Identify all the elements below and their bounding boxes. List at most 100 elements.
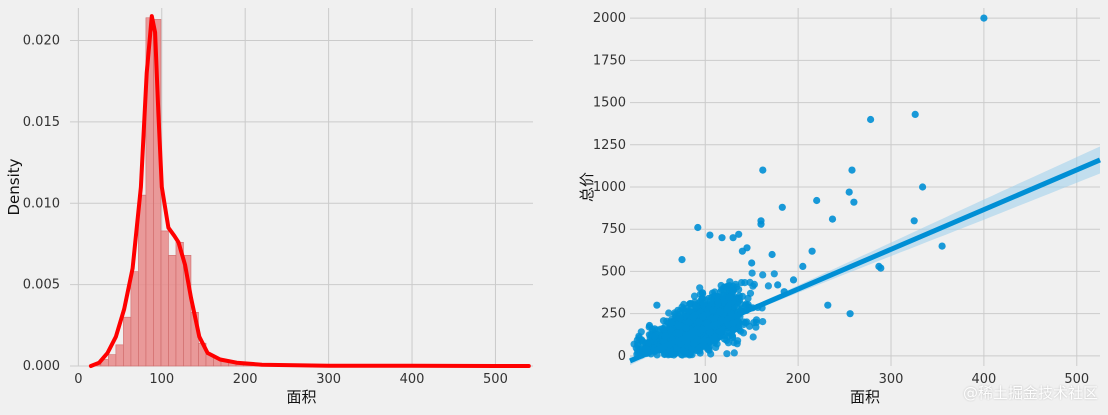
scatter-point	[723, 307, 730, 314]
scatter-point	[659, 325, 666, 332]
left-y-tick-label: 0.020	[23, 34, 60, 49]
scatter-point	[674, 307, 681, 314]
scatter-point	[706, 232, 713, 239]
left-y-axis-label: Density	[5, 158, 23, 215]
scatter-point	[846, 189, 853, 196]
scatter-point	[911, 217, 918, 224]
right-y-tick-label: 2000	[593, 11, 626, 26]
right-y-tick-label: 1250	[593, 138, 626, 153]
scatter-point	[731, 349, 738, 356]
right-x-tick-label: 200	[786, 372, 811, 387]
histogram-bar	[108, 355, 116, 366]
scatter-point	[718, 234, 725, 241]
scatter-point	[693, 347, 700, 354]
left-x-tick-label: 500	[483, 372, 508, 387]
scatter-point	[716, 308, 723, 315]
histogram-bar	[138, 195, 146, 366]
scatter-point	[679, 347, 686, 354]
scatter-point	[824, 302, 831, 309]
scatter-point	[709, 290, 716, 297]
scatter-point	[813, 197, 820, 204]
scatter-point	[690, 340, 697, 347]
right-x-tick-label: 100	[693, 372, 718, 387]
right-y-tick-label: 0	[618, 349, 626, 364]
scatter-point	[700, 338, 707, 345]
histogram-bar	[131, 272, 139, 366]
left-x-tick-label: 200	[233, 372, 258, 387]
scatter-point	[693, 303, 700, 310]
scatter-point	[759, 318, 766, 325]
scatter-point	[730, 288, 737, 295]
histogram-bar	[116, 345, 124, 366]
scatter-point	[790, 276, 797, 283]
scatter-point	[638, 328, 645, 335]
right-x-tick-label: 300	[879, 372, 904, 387]
scatter-point	[699, 314, 706, 321]
histogram-bar	[168, 255, 176, 366]
left-x-tick-label: 0	[74, 372, 82, 387]
scatter-point	[749, 270, 756, 277]
scatter-point	[850, 199, 857, 206]
scatter-point	[639, 339, 646, 346]
right-y-tick-label: 1000	[593, 180, 626, 195]
scatter-point	[707, 297, 714, 304]
scatter-point	[757, 221, 764, 228]
scatter-point	[661, 332, 668, 339]
scatter-point	[877, 265, 884, 272]
right-y-tick-label: 750	[601, 222, 626, 237]
scatter-point	[717, 328, 724, 335]
left-y-tick-label: 0.005	[23, 278, 60, 293]
regression-line	[630, 160, 1100, 361]
scatter-point	[759, 271, 766, 278]
scatter-point	[699, 290, 706, 297]
scatter-point	[667, 319, 674, 326]
scatter-point	[683, 325, 690, 332]
right-y-tick-label: 500	[601, 264, 626, 279]
left-y-tick-label: 0.010	[23, 196, 60, 211]
scatter-point	[759, 167, 766, 174]
right-x-axis-label: 面积	[850, 388, 880, 406]
scatter-point	[730, 326, 737, 333]
scatter-point	[867, 116, 874, 123]
scatter-point	[847, 310, 854, 317]
histogram-bar	[161, 231, 169, 366]
scatter-point	[651, 333, 658, 340]
right-y-tick-label: 1500	[593, 96, 626, 111]
left-x-tick-label: 300	[316, 372, 341, 387]
scatter-point	[774, 281, 781, 288]
scatter-point	[912, 111, 919, 118]
scatter-point	[718, 282, 725, 289]
scatter-point	[809, 248, 816, 255]
scatter-point	[723, 337, 730, 344]
scatter-point	[678, 256, 685, 263]
scatter-point	[980, 15, 987, 22]
scatter-point	[771, 270, 778, 277]
scatter-point	[739, 248, 746, 255]
left-x-tick-label: 400	[400, 372, 425, 387]
scatter-point	[750, 333, 757, 340]
left-x-axis-label: 面积	[286, 388, 316, 406]
scatter-point	[799, 263, 806, 270]
scatter-point	[726, 294, 733, 301]
scatter-point	[753, 316, 760, 323]
scatter-point	[723, 350, 730, 357]
scatter-point	[765, 282, 772, 289]
scatter-point	[665, 309, 672, 316]
left-x-tick-label: 100	[149, 372, 174, 387]
scatter-point	[675, 330, 682, 337]
histogram-bar	[123, 317, 131, 366]
right-y-tick-label: 1750	[593, 53, 626, 68]
scatter-point	[675, 322, 682, 329]
scatter-point	[747, 290, 754, 297]
scatter-point	[919, 183, 926, 190]
right-y-axis-label: 总价	[578, 172, 596, 202]
scatter-point	[735, 231, 742, 238]
scatter-point	[691, 293, 698, 300]
scatter-point	[779, 204, 786, 211]
scatter-point	[848, 167, 855, 174]
scatter-point	[748, 259, 755, 266]
left-y-tick-label: 0.015	[23, 115, 60, 130]
